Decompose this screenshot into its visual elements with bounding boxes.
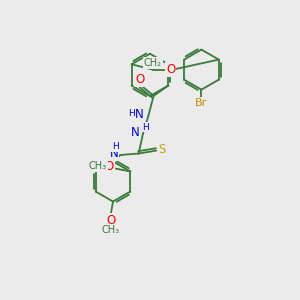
Text: Br: Br bbox=[195, 98, 208, 108]
Text: O: O bbox=[166, 63, 175, 76]
Text: H: H bbox=[112, 142, 118, 151]
Text: O: O bbox=[104, 160, 114, 173]
Text: CH₃: CH₃ bbox=[89, 161, 107, 171]
Text: CH₃: CH₃ bbox=[102, 225, 120, 235]
Text: H: H bbox=[142, 122, 149, 131]
Text: CH₂: CH₂ bbox=[144, 58, 162, 68]
Text: N: N bbox=[130, 125, 139, 139]
Text: N: N bbox=[135, 108, 144, 121]
Text: O: O bbox=[106, 214, 115, 227]
Text: H: H bbox=[128, 109, 135, 118]
Text: S: S bbox=[158, 142, 166, 156]
Text: N: N bbox=[110, 147, 118, 160]
Text: O: O bbox=[135, 73, 144, 86]
